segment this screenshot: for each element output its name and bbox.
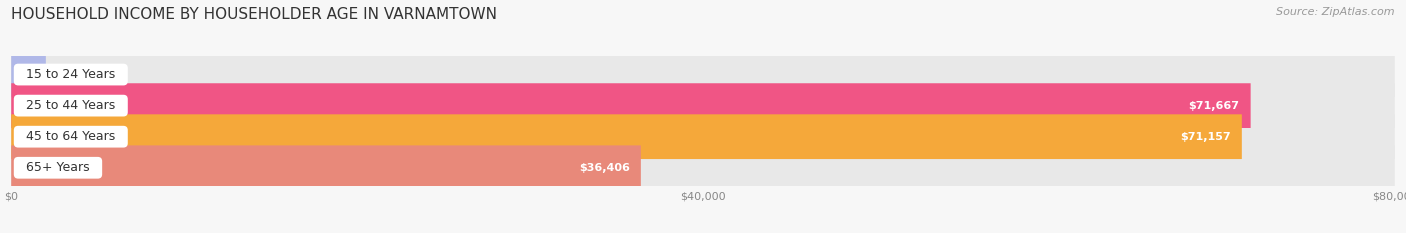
Text: $0: $0: [63, 70, 77, 79]
FancyBboxPatch shape: [11, 52, 1395, 97]
FancyBboxPatch shape: [11, 145, 1395, 190]
FancyBboxPatch shape: [11, 52, 46, 97]
FancyBboxPatch shape: [11, 145, 641, 190]
Text: 25 to 44 Years: 25 to 44 Years: [18, 99, 124, 112]
Text: Source: ZipAtlas.com: Source: ZipAtlas.com: [1277, 7, 1395, 17]
FancyBboxPatch shape: [11, 83, 1251, 128]
Text: $36,406: $36,406: [579, 163, 630, 173]
FancyBboxPatch shape: [11, 114, 1395, 159]
Text: HOUSEHOLD INCOME BY HOUSEHOLDER AGE IN VARNAMTOWN: HOUSEHOLD INCOME BY HOUSEHOLDER AGE IN V…: [11, 7, 498, 22]
Text: $71,157: $71,157: [1180, 132, 1230, 142]
Text: 65+ Years: 65+ Years: [18, 161, 98, 174]
Text: $71,667: $71,667: [1188, 101, 1240, 111]
Text: 45 to 64 Years: 45 to 64 Years: [18, 130, 124, 143]
Text: 15 to 24 Years: 15 to 24 Years: [18, 68, 124, 81]
FancyBboxPatch shape: [11, 114, 1241, 159]
FancyBboxPatch shape: [11, 83, 1395, 128]
